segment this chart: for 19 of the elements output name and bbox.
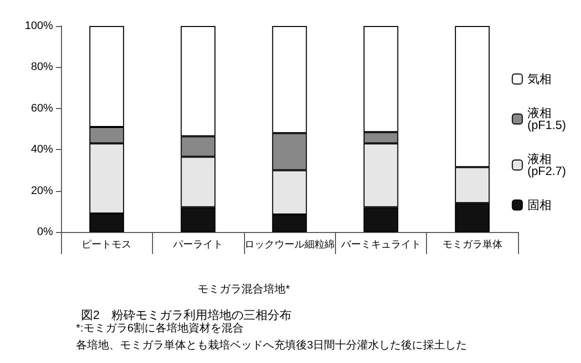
- text: *:モミガラ6割に各培地資材を混合: [76, 322, 244, 334]
- text: モミガラ混合培地*: [198, 282, 291, 296]
- x-tick-label: ロックウール細粒綿: [244, 238, 334, 250]
- y-tick-label: 40%: [30, 144, 54, 156]
- x-tick-label: ピートモス: [82, 240, 132, 250]
- y-tick-label: 20%: [30, 184, 54, 197]
- x-tick-label: パーライト: [172, 240, 224, 250]
- text: 図2 粉砕モミガラ利用培地の三相分布: [81, 308, 292, 322]
- y-tick-label: 0%: [37, 226, 54, 238]
- y-tick-label: 60%: [30, 102, 54, 114]
- x-tick-label: モミガラ単体: [442, 238, 502, 250]
- legend-label: 気相: [527, 72, 552, 86]
- legend-label: 液相(pF2.7): [527, 152, 566, 178]
- y-tick-label: 100%: [24, 20, 54, 32]
- legend-label: 液相(pF1.5): [527, 106, 566, 132]
- text: 各培地、モミガラ単体とも栽培ベッドへ充填後3日間十分灌水した後に採土した: [76, 338, 468, 352]
- legend-label: 固相: [527, 198, 552, 212]
- x-tick-label: バーミキュライト: [340, 240, 421, 250]
- y-tick-label: 80%: [30, 61, 54, 74]
